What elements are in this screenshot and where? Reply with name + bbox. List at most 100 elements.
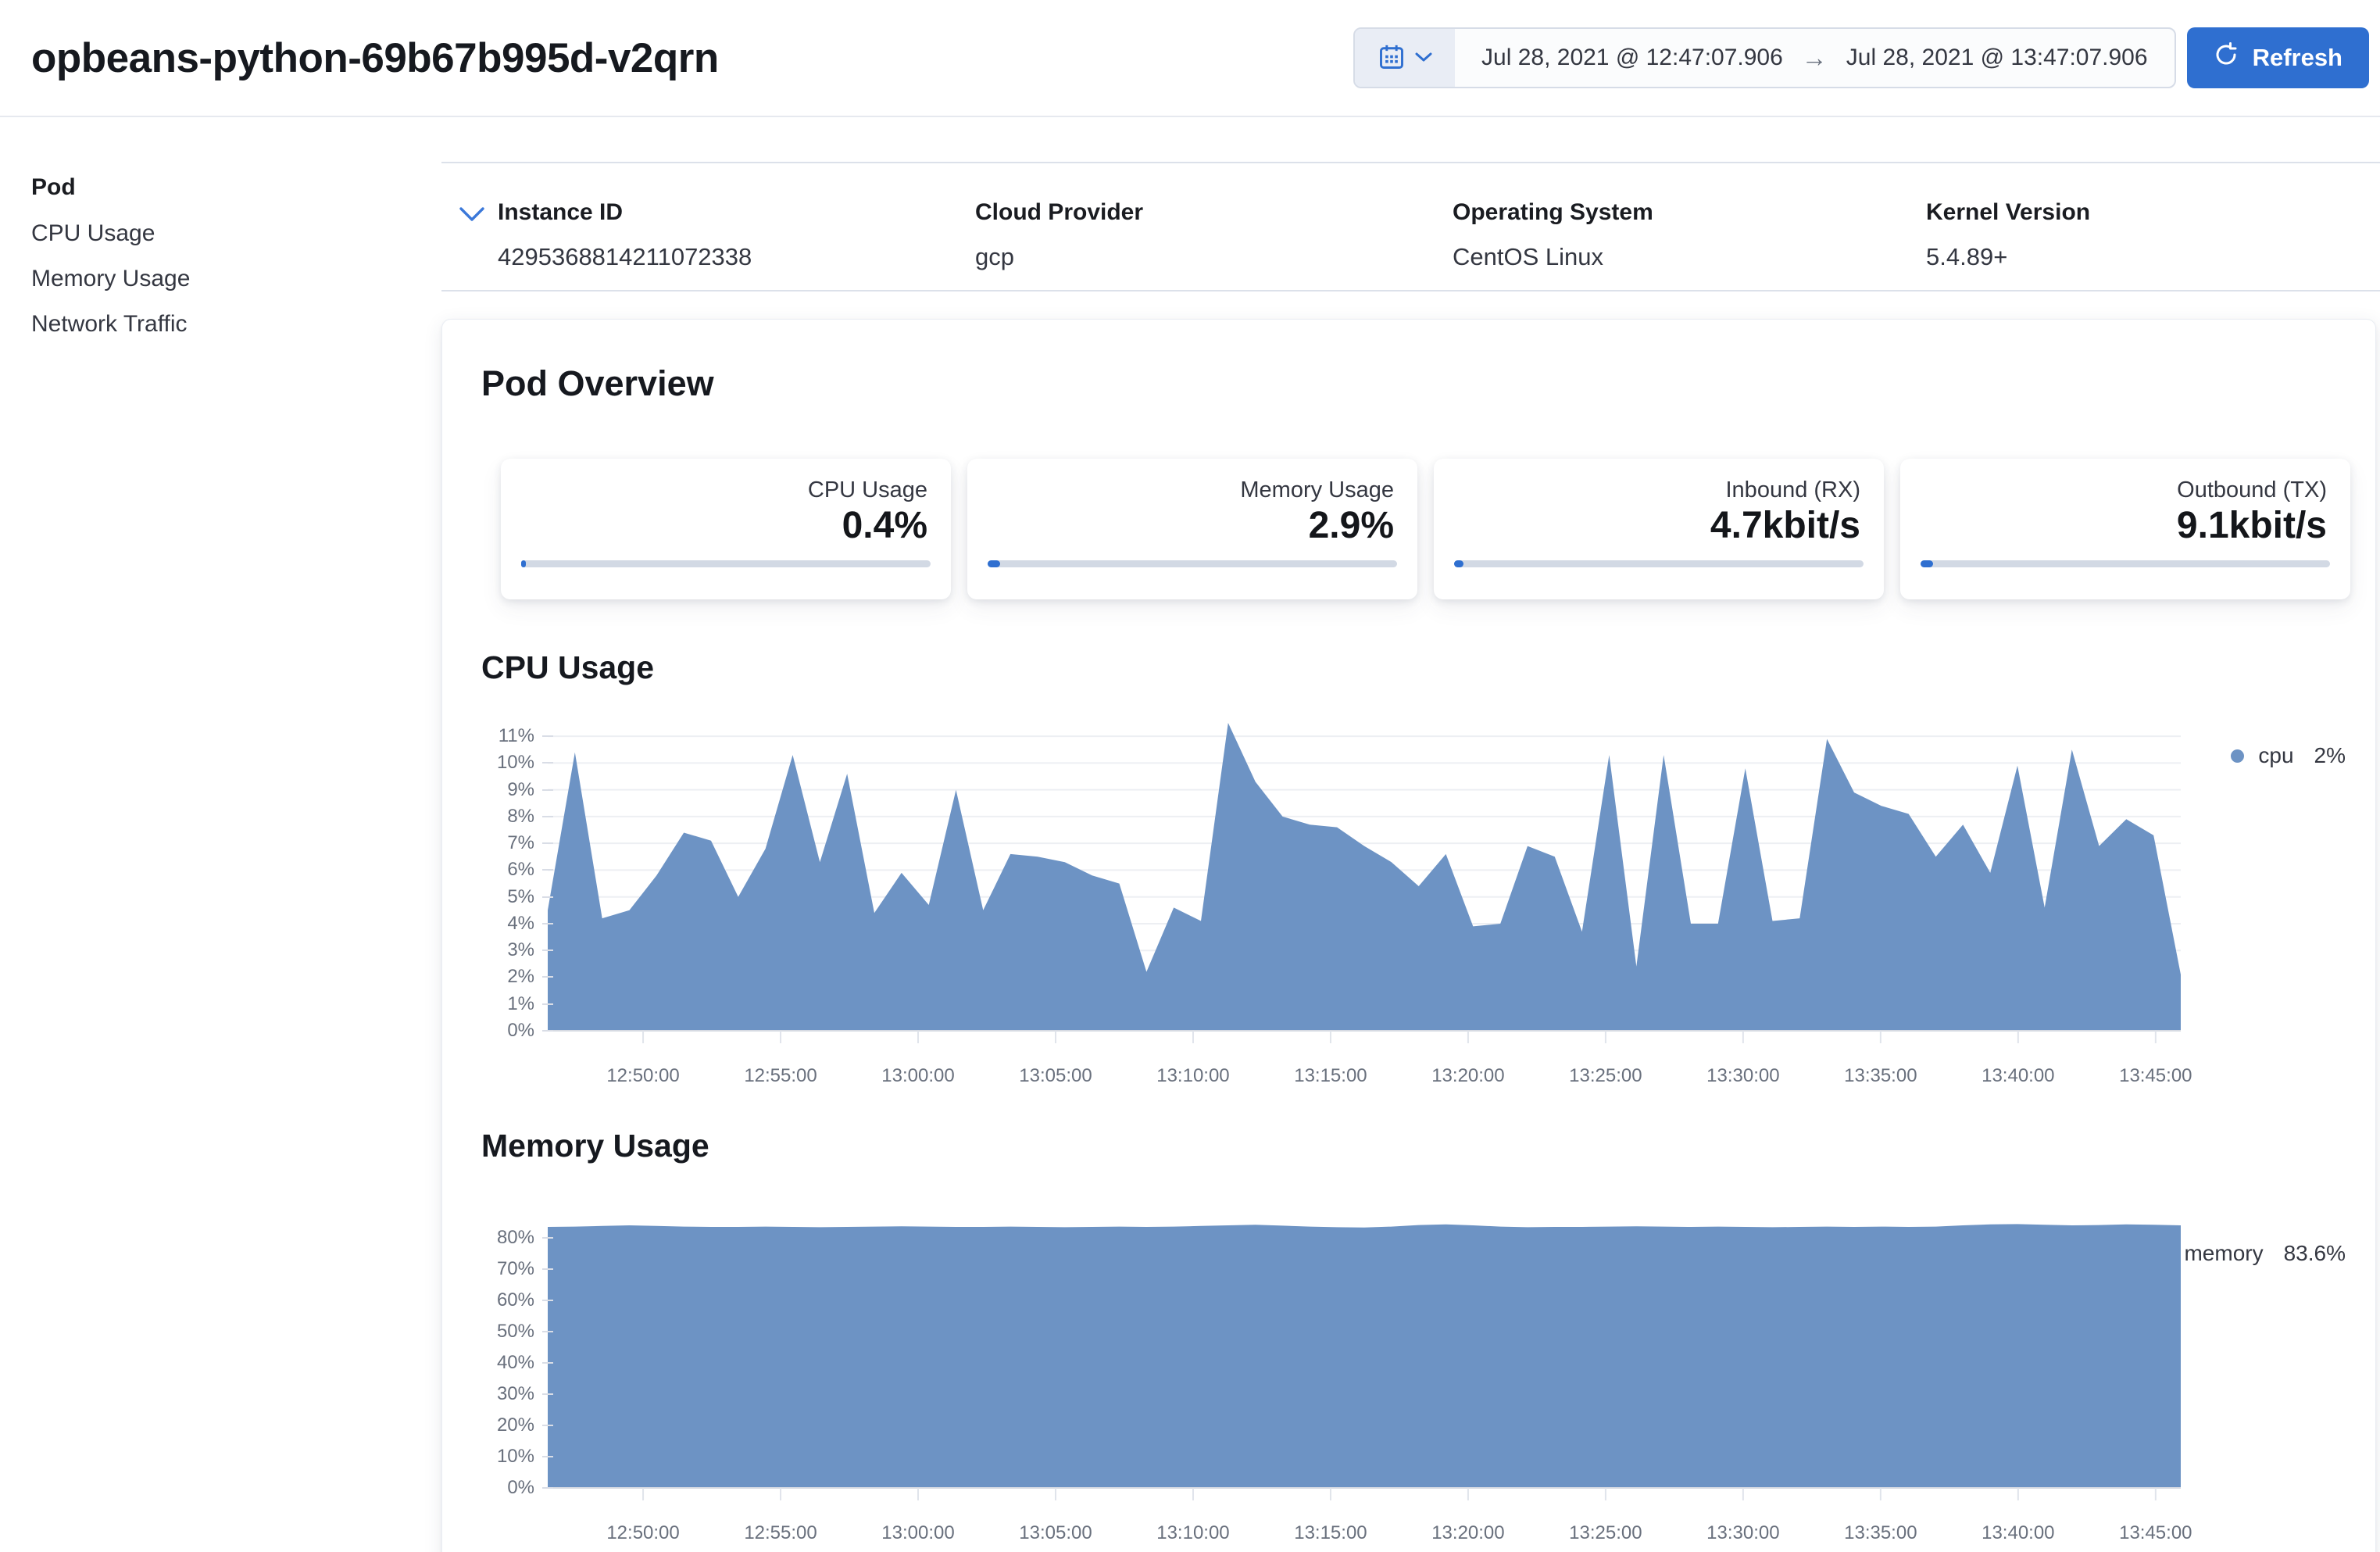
y-axis-tick-label: 0% xyxy=(507,1020,534,1041)
area-plot[interactable] xyxy=(548,723,2181,1045)
progress-track xyxy=(1921,560,2330,567)
legend-label: memory xyxy=(2184,1241,2264,1265)
progress-track xyxy=(988,560,1397,567)
metadata-field-cloud-provider: Cloud Provider gcp xyxy=(975,199,1413,271)
y-axis-tick-label: 11% xyxy=(498,725,534,747)
metadata-field-operating-system: Operating System CentOS Linux xyxy=(1453,199,1890,271)
y-axis-tick-label: 2% xyxy=(507,966,534,988)
memory-usage-chart[interactable]: memory 83.6% 0% 10% 20% 30% 40% 50% 60% 70% 80% 1… xyxy=(481,1221,2346,1549)
x-axis-tick-label: 13:15:00 xyxy=(1294,1522,1367,1543)
y-axis-tick-mark xyxy=(542,922,553,924)
cpu-usage-chart[interactable]: cpu 2% 0% 1% 2% 3% 4% 5% 6% 7% 8% 9% 10% 11% 12:50:0… xyxy=(481,723,2346,1098)
y-axis-tick-label: 4% xyxy=(507,912,534,934)
x-axis-tick-label: 13:30:00 xyxy=(1706,1522,1780,1543)
sidebar-item-network-traffic[interactable]: Network Traffic xyxy=(31,311,188,337)
metric-label: Outbound (TX) xyxy=(2177,477,2327,502)
area-plot[interactable] xyxy=(548,1221,2181,1502)
calendar-button[interactable] xyxy=(1355,29,1456,87)
x-axis-tick-label: 13:15:00 xyxy=(1294,1065,1367,1086)
y-axis-tick-mark xyxy=(542,815,553,817)
x-axis-tick-label: 12:50:00 xyxy=(606,1065,680,1086)
progress-track xyxy=(1454,560,1864,567)
metadata-field-kernel-version: Kernel Version 5.4.89+ xyxy=(1926,199,2364,271)
y-axis-tick-label: 30% xyxy=(496,1383,534,1404)
y-axis-tick-label: 5% xyxy=(507,885,534,907)
y-axis-tick-label: 40% xyxy=(496,1352,534,1373)
metadata-value: 5.4.89+ xyxy=(1926,243,2008,270)
y-axis-tick-label: 9% xyxy=(507,778,534,800)
sidebar-item-cpu-usage[interactable]: CPU Usage xyxy=(31,220,155,246)
y-axis-tick-mark xyxy=(542,789,553,791)
refresh-icon xyxy=(2214,42,2239,73)
metric-label: CPU Usage xyxy=(807,477,927,502)
y-axis-tick-label: 10% xyxy=(496,1446,534,1467)
x-axis-tick-label: 13:45:00 xyxy=(2119,1522,2192,1543)
metric-value: 9.1kbit/s xyxy=(2176,505,2327,546)
calendar-icon xyxy=(1378,43,1406,73)
page-header: opbeans-python-69b67b995d-v2qrn xyxy=(0,0,2380,117)
header-controls: Jul 28, 2021 @ 12:47:07.906 → Jul 28, 20… xyxy=(1353,27,2369,88)
metadata-section: Instance ID 4295368814211072338 Cloud Pr… xyxy=(441,162,2380,291)
date-range-text: Jul 28, 2021 @ 12:47:07.906 → Jul 28, 20… xyxy=(1455,29,2175,87)
progress-fill xyxy=(988,560,1000,567)
y-axis-tick-mark xyxy=(542,762,553,764)
metric-value: 4.7kbit/s xyxy=(1710,505,1860,546)
metadata-value: gcp xyxy=(975,243,1014,270)
refresh-button[interactable]: Refresh xyxy=(2186,27,2369,88)
progress-fill xyxy=(1454,560,1463,567)
chevron-down-icon xyxy=(459,207,485,225)
pod-overview-panel: Pod Overview CPU Usage 0.4% Memory Usage… xyxy=(441,319,2376,1552)
metric-value: 2.9% xyxy=(1308,505,1394,546)
y-axis-tick-label: 8% xyxy=(507,805,534,827)
legend-label: cpu xyxy=(2258,743,2294,767)
x-axis-tick-label: 13:25:00 xyxy=(1569,1065,1642,1086)
y-axis-tick-label: 3% xyxy=(507,939,534,961)
x-axis-tick-label: 12:55:00 xyxy=(744,1065,817,1086)
y-axis-tick-mark xyxy=(542,1030,553,1032)
y-axis-tick-label: 60% xyxy=(496,1289,534,1311)
sidebar-heading-pod: Pod xyxy=(31,174,76,200)
metadata-label: Kernel Version xyxy=(1926,199,2091,225)
legend-value: 83.6% xyxy=(2283,1241,2346,1265)
y-axis-tick-mark xyxy=(542,1268,553,1270)
metric-card-cpu-usage: CPU Usage 0.4% xyxy=(501,459,951,599)
metadata-label: Cloud Provider xyxy=(975,199,1144,225)
y-axis-tick-label: 10% xyxy=(496,752,534,774)
date-range-picker[interactable]: Jul 28, 2021 @ 12:47:07.906 → Jul 28, 20… xyxy=(1353,27,2176,88)
metric-card-outbound-tx: Outbound (TX) 9.1kbit/s xyxy=(1900,459,2350,599)
y-axis-tick-label: 80% xyxy=(496,1227,534,1248)
y-axis-tick-mark xyxy=(542,1331,553,1332)
y-axis-tick-label: 20% xyxy=(496,1414,534,1436)
cpu-chart-legend[interactable]: cpu 2% xyxy=(2231,743,2346,768)
x-axis-tick-label: 13:25:00 xyxy=(1569,1522,1642,1543)
x-axis-tick-label: 13:30:00 xyxy=(1706,1065,1780,1086)
date-end[interactable]: Jul 28, 2021 @ 13:47:07.906 xyxy=(1846,45,2148,70)
x-axis-tick-label: 13:10:00 xyxy=(1156,1522,1230,1543)
metric-value: 0.4% xyxy=(842,505,927,546)
sidebar: Pod CPU Usage Memory Usage Network Traff… xyxy=(31,173,398,356)
x-axis-tick-label: 13:05:00 xyxy=(1019,1065,1092,1086)
x-axis-tick-label: 13:35:00 xyxy=(1844,1522,1917,1543)
metadata-field-instance-id: Instance ID 4295368814211072338 xyxy=(498,199,935,271)
metadata-label: Operating System xyxy=(1453,199,1653,225)
y-axis-tick-mark xyxy=(542,1003,553,1005)
x-axis-tick-label: 13:00:00 xyxy=(881,1065,955,1086)
memory-usage-section-heading: Memory Usage xyxy=(481,1128,709,1164)
x-axis-tick-label: 13:40:00 xyxy=(1982,1065,2055,1086)
x-axis-tick-label: 13:35:00 xyxy=(1844,1065,1917,1086)
y-axis-tick-mark xyxy=(542,735,553,738)
y-axis-tick-mark xyxy=(542,1362,553,1364)
metadata-collapse-toggle[interactable] xyxy=(459,206,485,225)
x-axis-tick-label: 13:40:00 xyxy=(1982,1522,2055,1543)
y-axis-tick-mark xyxy=(542,976,553,978)
y-axis-tick-label: 7% xyxy=(507,832,534,854)
x-axis-tick-label: 13:10:00 xyxy=(1156,1065,1230,1086)
sidebar-item-memory-usage[interactable]: Memory Usage xyxy=(31,266,191,291)
x-axis-tick-label: 13:20:00 xyxy=(1431,1065,1505,1086)
progress-track xyxy=(521,560,931,567)
date-start[interactable]: Jul 28, 2021 @ 12:47:07.906 xyxy=(1481,45,1783,70)
chevron-down-icon xyxy=(1415,52,1432,65)
memory-chart-legend[interactable]: memory 83.6% xyxy=(2157,1241,2346,1266)
y-axis-tick-mark xyxy=(542,896,553,898)
